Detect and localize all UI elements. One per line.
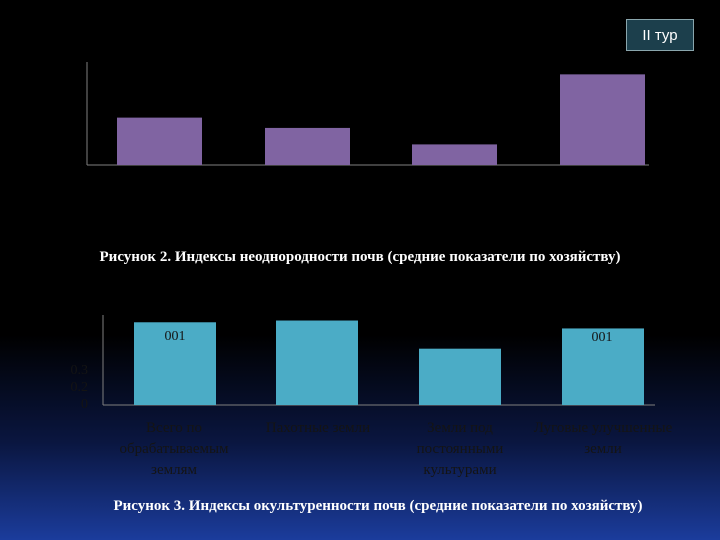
category-label: Луговые улучшенные земли [533,420,673,457]
figure-2-caption: Рисунок 2. Индексы неоднородности почв (… [99,249,621,265]
bar [412,144,497,165]
data-label: 001 [591,330,613,345]
category-label: Всего по обрабатываемым землям [119,420,229,478]
category-label: Пахотные земли [265,420,371,436]
bar [562,328,644,405]
y-tick-label: 0 [81,397,88,412]
figure-3-caption: Рисунок 3. Индексы окультуренности почв … [113,498,643,514]
data-label: 001 [164,329,186,344]
round-badge: II тур [626,19,694,51]
y-tick-label: 0.3 [70,363,89,378]
bar [419,348,501,405]
category-label: Земли под постоянными культурами [416,420,504,478]
y-tick-label: 0.2 [70,380,89,395]
bar [276,320,358,405]
bar [560,74,645,165]
bar [117,117,202,165]
bar [265,127,350,165]
bar [134,322,216,405]
